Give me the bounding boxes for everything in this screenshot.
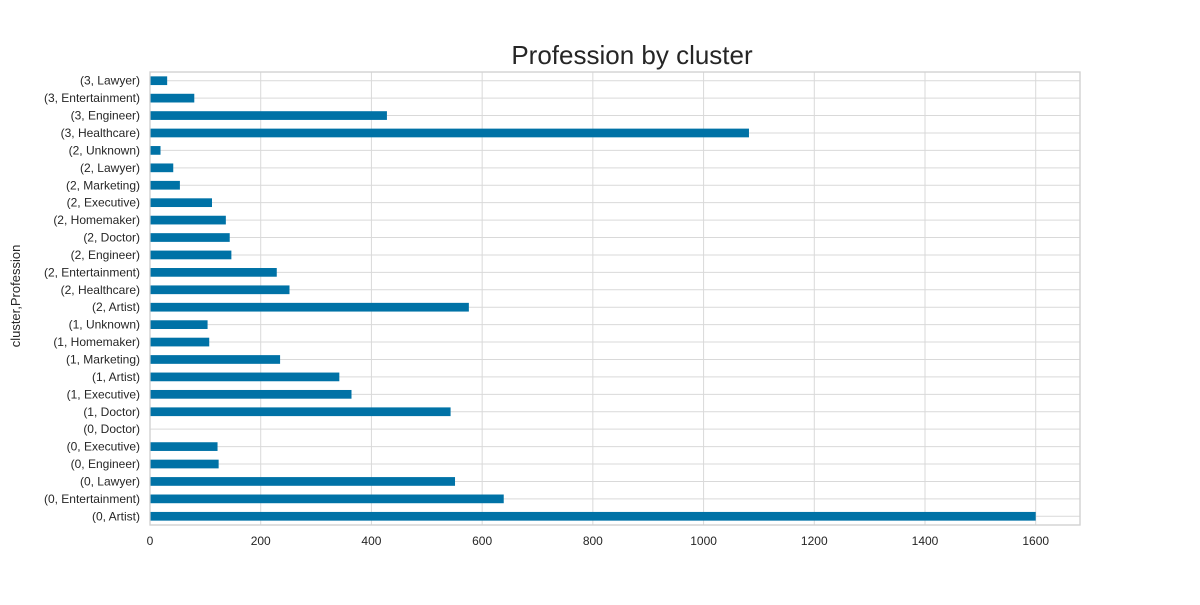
bar <box>150 337 210 347</box>
x-tick-label: 1000 <box>690 534 717 548</box>
y-tick-label: (1, Artist) <box>92 370 140 384</box>
x-tick-label: 800 <box>583 534 603 548</box>
plot-area: 0 200 400 600 800 1000 1200 1400 1600 (0, Artist)… <box>44 71 1081 548</box>
y-tick-label: (0, Executive) <box>67 440 140 454</box>
y-tick-label: (2, Marketing) <box>66 178 140 192</box>
x-tick-label: 400 <box>361 534 381 548</box>
plot-border <box>149 71 1081 526</box>
y-tick-label: (3, Healthcare) <box>61 126 140 140</box>
bar <box>150 285 290 295</box>
y-tick-label: (1, Unknown) <box>69 318 140 332</box>
bar <box>150 355 281 364</box>
y-axis-label: cluster,Profession <box>8 245 23 348</box>
bar <box>150 233 230 242</box>
y-tick-label: (3, Engineer) <box>71 109 140 123</box>
y-tick-label: (2, Executive) <box>67 196 140 210</box>
bar <box>150 146 161 155</box>
bar <box>150 93 195 103</box>
bar <box>150 389 352 399</box>
bar <box>150 320 208 329</box>
x-tick-label: 1200 <box>801 534 828 548</box>
y-tick-label: (1, Executive) <box>67 387 140 401</box>
bar <box>150 494 504 504</box>
y-tick-label: (2, Homemaker) <box>53 213 140 227</box>
x-tick-label: 1400 <box>912 534 939 548</box>
bar <box>150 250 232 260</box>
bar <box>150 215 226 225</box>
y-tick-label: (0, Lawyer) <box>80 474 140 488</box>
y-tick-label: (1, Homemaker) <box>53 335 140 349</box>
y-tick-label: (2, Healthcare) <box>61 283 140 297</box>
y-tick-label: (0, Artist) <box>92 509 140 523</box>
y-tick-label: (2, Lawyer) <box>80 161 140 175</box>
x-tick-label: 1600 <box>1022 534 1049 548</box>
bar <box>150 163 174 173</box>
bar <box>150 442 218 451</box>
y-tick-label: (0, Entertainment) <box>44 492 140 506</box>
bar <box>150 459 219 469</box>
x-tick-label: 0 <box>147 534 154 548</box>
bar <box>150 111 387 120</box>
y-tick-label: (1, Marketing) <box>66 352 140 366</box>
y-tick-label: (2, Doctor) <box>83 231 140 245</box>
y-tick-label: (0, Engineer) <box>71 457 140 471</box>
bar <box>150 407 451 417</box>
y-tick-label: (2, Entertainment) <box>44 265 140 279</box>
y-tick-label: (3, Lawyer) <box>80 74 140 88</box>
x-tick-label: 600 <box>472 534 492 548</box>
y-tick-label: (3, Entertainment) <box>44 91 140 105</box>
y-tick-label: (2, Engineer) <box>71 248 140 262</box>
bar <box>150 180 180 190</box>
plot-frame <box>149 71 1081 526</box>
y-tick-label: (0, Doctor) <box>83 422 140 436</box>
y-tick-label: (2, Artist) <box>92 300 140 314</box>
chart-title: Profession by cluster <box>511 40 753 70</box>
bar <box>150 302 469 312</box>
bar <box>150 268 277 277</box>
bar <box>150 477 456 486</box>
bar <box>150 372 340 382</box>
y-tick-label: (1, Doctor) <box>83 405 140 419</box>
bar <box>150 76 168 86</box>
y-tick-label: (2, Unknown) <box>69 143 140 157</box>
bar <box>150 128 749 138</box>
bar <box>150 511 1036 521</box>
x-tick-label: 200 <box>251 534 271 548</box>
bar <box>150 198 212 208</box>
